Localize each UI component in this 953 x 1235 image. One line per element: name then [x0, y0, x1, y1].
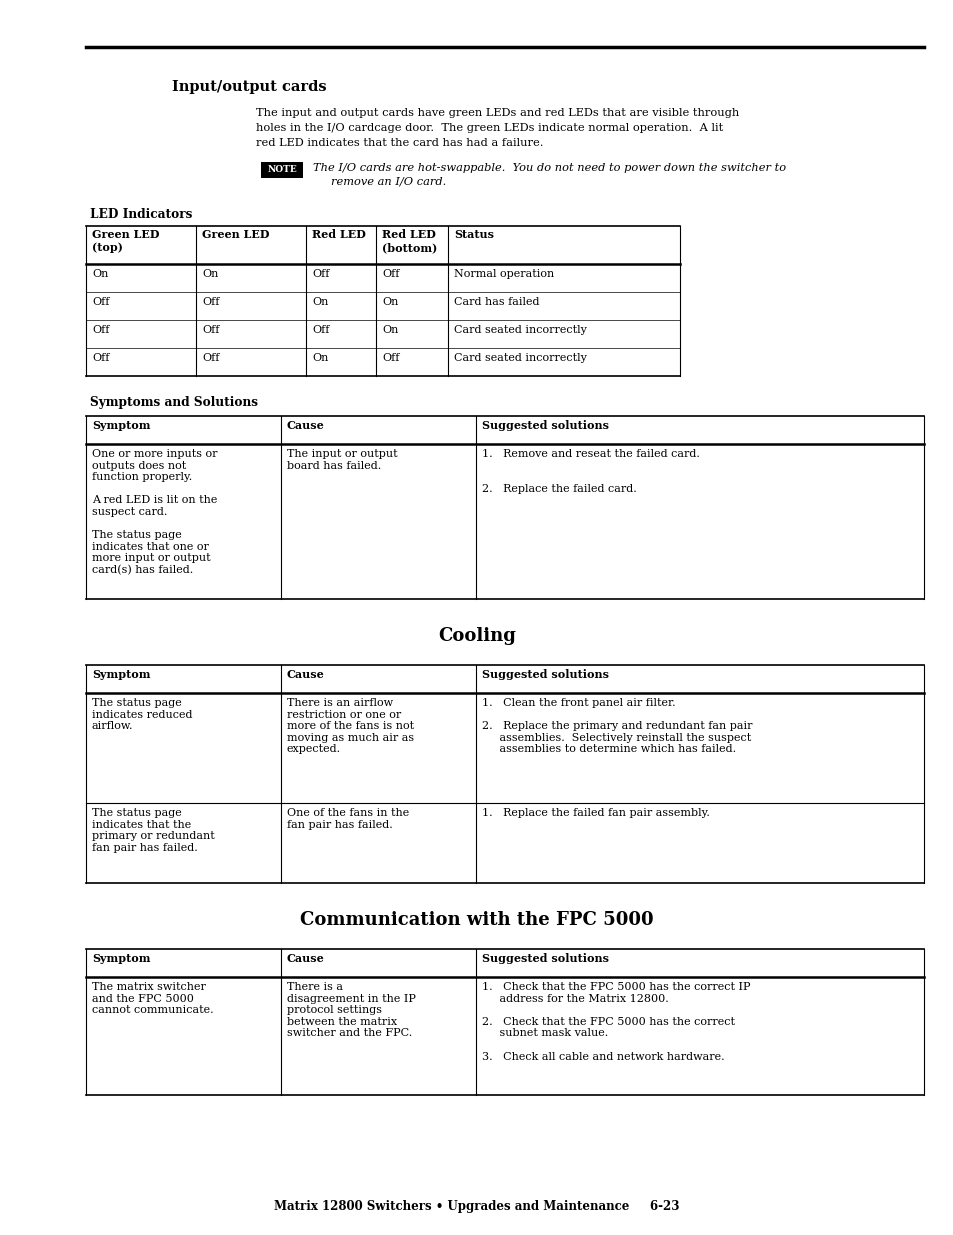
Text: Matrix 12800 Switchers • Upgrades and Maintenance     6-23: Matrix 12800 Switchers • Upgrades and Ma…	[274, 1200, 679, 1213]
Text: There is an airflow
restriction or one or
more of the fans is not
moving as much: There is an airflow restriction or one o…	[287, 698, 414, 755]
Text: NOTE: NOTE	[267, 165, 296, 174]
Text: LED Indicators: LED Indicators	[90, 207, 193, 221]
Text: Cause: Cause	[287, 953, 324, 965]
Text: Suggested solutions: Suggested solutions	[481, 669, 608, 680]
Text: remove an I/O card.: remove an I/O card.	[331, 177, 446, 186]
Text: 1.   Clean the front panel air filter.

2.   Replace the primary and redundant f: 1. Clean the front panel air filter. 2. …	[481, 698, 752, 755]
Text: Off: Off	[381, 353, 399, 363]
Text: Symptom: Symptom	[91, 420, 151, 431]
Text: The status page
indicates that the
primary or redundant
fan pair has failed.: The status page indicates that the prima…	[91, 808, 214, 853]
Text: The input and output cards have green LEDs and red LEDs that are visible through: The input and output cards have green LE…	[255, 107, 739, 119]
Text: Off: Off	[91, 325, 110, 335]
Text: Symptom: Symptom	[91, 669, 151, 680]
Text: Card seated incorrectly: Card seated incorrectly	[454, 325, 586, 335]
Text: On: On	[381, 296, 398, 308]
Text: Off: Off	[91, 296, 110, 308]
Text: Off: Off	[312, 269, 329, 279]
Text: The I/O cards are hot-swappable.  You do not need to power down the switcher to: The I/O cards are hot-swappable. You do …	[313, 163, 785, 173]
Text: Off: Off	[202, 296, 219, 308]
Text: Off: Off	[202, 353, 219, 363]
Text: Suggested solutions: Suggested solutions	[481, 953, 608, 965]
Text: On: On	[202, 269, 218, 279]
Text: red LED indicates that the card has had a failure.: red LED indicates that the card has had …	[255, 138, 543, 148]
Bar	[261, 162, 303, 178]
Text: One or more inputs or
outputs does not
function properly.

A red LED is lit on t: One or more inputs or outputs does not f…	[91, 450, 217, 576]
Text: Green LED: Green LED	[202, 228, 269, 240]
Text: There is a
disagreement in the IP
protocol settings
between the matrix
switcher : There is a disagreement in the IP protoc…	[287, 982, 416, 1039]
Text: Cooling: Cooling	[437, 627, 516, 645]
Text: Off: Off	[381, 269, 399, 279]
Text: Off: Off	[91, 353, 110, 363]
Text: Green LED
(top): Green LED (top)	[91, 228, 159, 253]
Text: 1.   Replace the failed fan pair assembly.: 1. Replace the failed fan pair assembly.	[481, 808, 709, 818]
Text: Card has failed: Card has failed	[454, 296, 539, 308]
Text: Off: Off	[312, 325, 329, 335]
Text: The status page
indicates reduced
airflow.: The status page indicates reduced airflo…	[91, 698, 193, 731]
Text: 1.   Check that the FPC 5000 has the correct IP
     address for the Matrix 1280: 1. Check that the FPC 5000 has the corre…	[481, 982, 750, 1062]
Text: Normal operation: Normal operation	[454, 269, 554, 279]
Text: Communication with the FPC 5000: Communication with the FPC 5000	[300, 911, 653, 929]
Text: On: On	[91, 269, 109, 279]
Text: One of the fans in the
fan pair has failed.: One of the fans in the fan pair has fail…	[287, 808, 409, 830]
Text: holes in the I/O cardcage door.  The green LEDs indicate normal operation.  A li: holes in the I/O cardcage door. The gree…	[255, 124, 722, 133]
Text: Input/output cards: Input/output cards	[172, 80, 326, 94]
Text: On: On	[381, 325, 398, 335]
Text: Cause: Cause	[287, 669, 324, 680]
Text: Suggested solutions: Suggested solutions	[481, 420, 608, 431]
Text: On: On	[312, 296, 328, 308]
Text: Red LED: Red LED	[312, 228, 366, 240]
Text: 1.   Remove and reseat the failed card.


2.   Replace the failed card.: 1. Remove and reseat the failed card. 2.…	[481, 450, 700, 494]
Text: Symptoms and Solutions: Symptoms and Solutions	[90, 396, 257, 409]
Text: The matrix switcher
and the FPC 5000
cannot communicate.: The matrix switcher and the FPC 5000 can…	[91, 982, 213, 1015]
Text: The input or output
board has failed.: The input or output board has failed.	[287, 450, 397, 471]
Text: Cause: Cause	[287, 420, 324, 431]
Text: Symptom: Symptom	[91, 953, 151, 965]
Text: Card seated incorrectly: Card seated incorrectly	[454, 353, 586, 363]
Text: Off: Off	[202, 325, 219, 335]
Text: On: On	[312, 353, 328, 363]
Text: Red LED
(bottom): Red LED (bottom)	[381, 228, 436, 253]
Text: Status: Status	[454, 228, 494, 240]
